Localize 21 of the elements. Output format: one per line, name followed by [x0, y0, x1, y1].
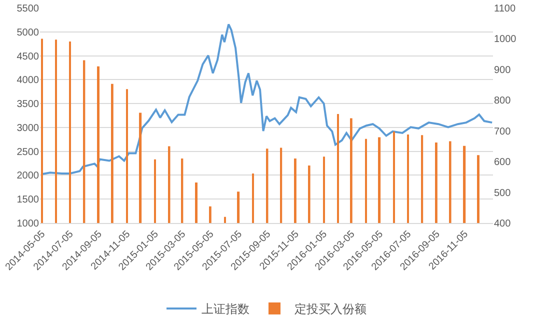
y2-tick-label: 400 [494, 218, 512, 230]
y-tick-label: 1000 [16, 218, 40, 230]
y2-tick-label: 900 [494, 64, 512, 76]
y-tick-label: 4000 [16, 75, 40, 86]
y-tick-label: 2500 [16, 146, 40, 158]
legend-label: 定投买入份额 [294, 302, 366, 316]
y-tick-label: 4500 [16, 51, 40, 62]
legend-label: 上证指数 [202, 302, 250, 316]
y2-tick-label: 700 [494, 126, 512, 138]
y-tick-label: 1500 [16, 194, 40, 206]
y-tick-label: 5500 [16, 4, 40, 14]
y-tick-label: 3500 [16, 99, 40, 110]
y2-tick-label: 600 [494, 157, 512, 168]
y2-tick-label: 500 [494, 188, 512, 199]
y2-tick-label: 1100 [494, 4, 516, 14]
line-series [40, 23, 493, 176]
y2-tick-label: 800 [494, 96, 512, 107]
y2-tick-label: 1000 [494, 34, 517, 46]
y-tick-label: 2000 [16, 170, 40, 182]
y-tick-label: 3000 [16, 122, 40, 134]
y-tick-label: 5000 [16, 27, 40, 38]
